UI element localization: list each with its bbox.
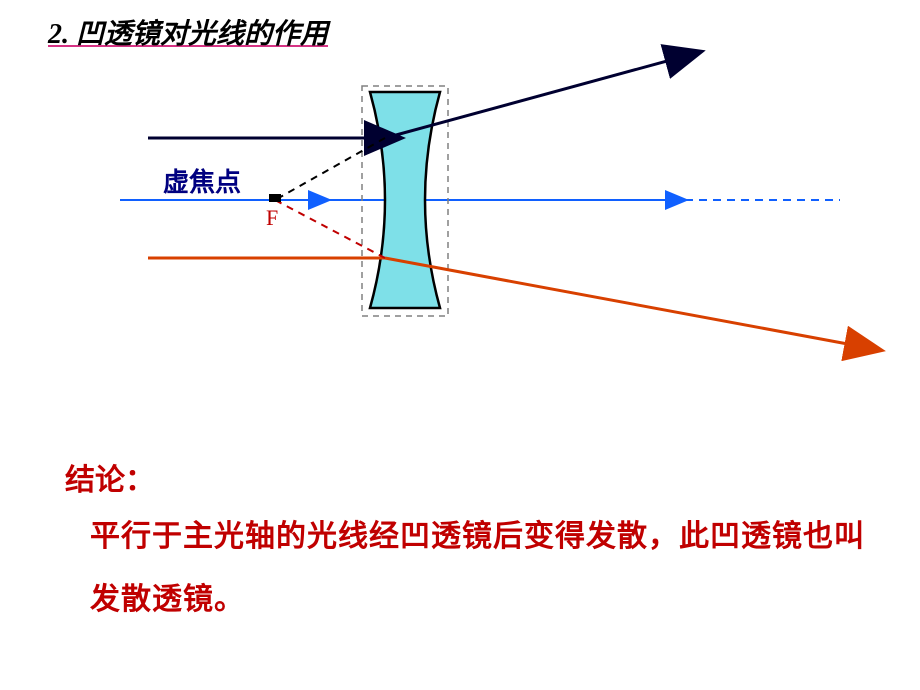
concave-lens-diagram [60, 40, 900, 420]
conclusion-label: 结论： [65, 455, 155, 499]
ray-lower-backtrace [275, 200, 385, 258]
conclusion-text: 平行于主光轴的光线经凹透镜后变得发散，此凹透镜也叫发散透镜。 [90, 505, 870, 631]
focal-point-marker [269, 194, 281, 202]
ray-upper-backtrace [275, 138, 385, 200]
ray-lower-refracted [385, 258, 880, 350]
